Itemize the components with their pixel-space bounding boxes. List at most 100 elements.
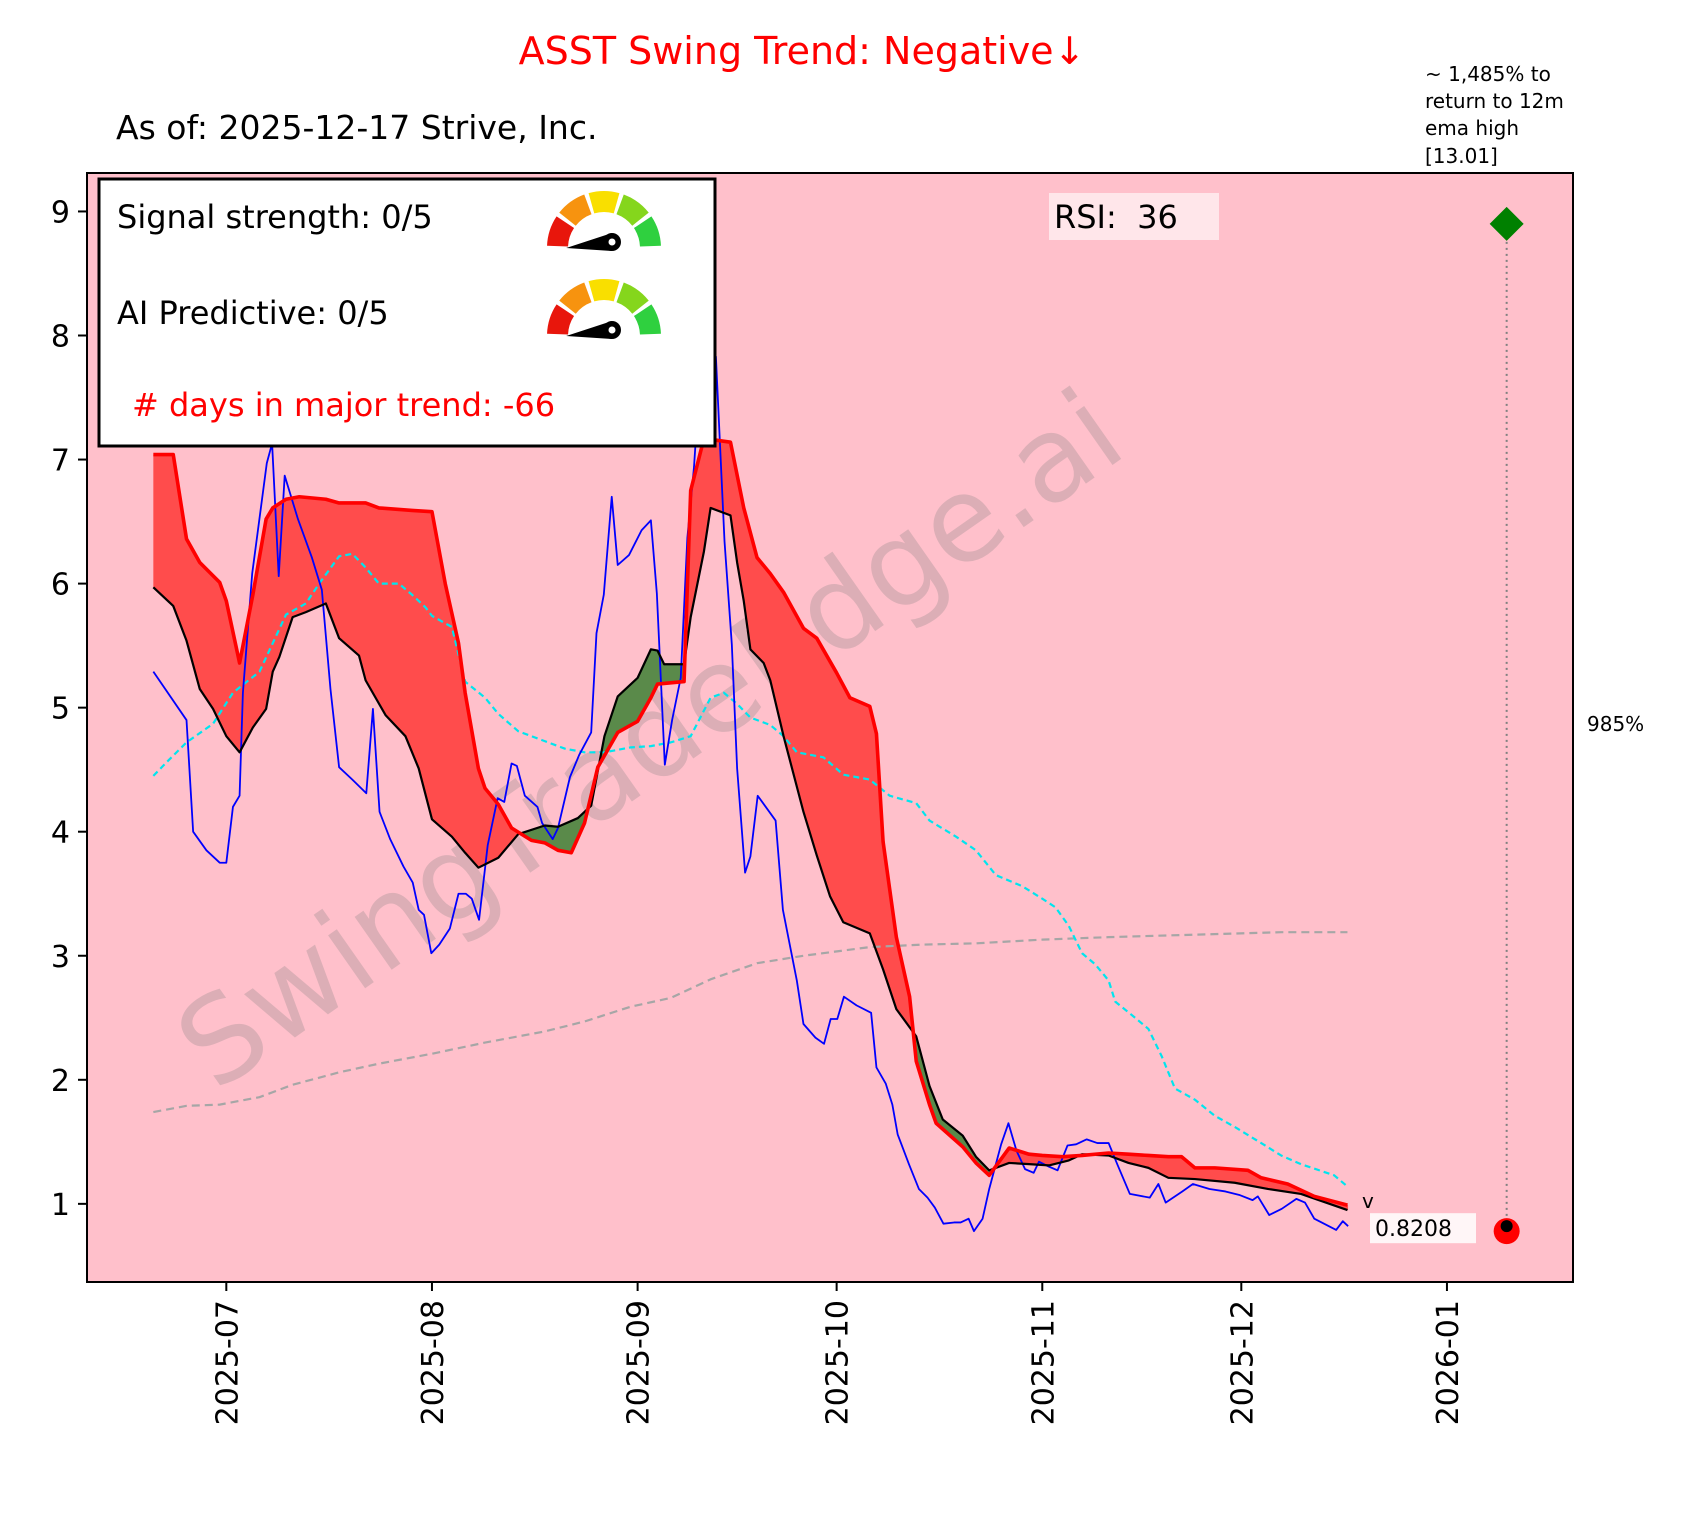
ema-slow-line — [153, 931, 1348, 1114]
gauge-segment — [616, 282, 649, 314]
bearish-fill-segment — [1261, 1177, 1266, 1189]
bearish-fill-segment — [173, 454, 178, 615]
bearish-fill-segment — [1048, 1155, 1053, 1166]
bearish-fill-segment — [1208, 1167, 1213, 1181]
bullish-fill-segment — [627, 684, 632, 727]
bullish-fill-segment — [640, 663, 645, 716]
bearish-fill-segment — [786, 598, 791, 762]
bearish-fill-segment — [418, 510, 423, 782]
bearish-fill-segment — [1211, 1167, 1216, 1181]
bearish-fill-segment — [750, 532, 755, 653]
bearish-fill-segment — [322, 498, 327, 605]
target-diamond-marker — [1489, 206, 1524, 241]
bearish-fill-segment — [362, 502, 367, 681]
bearish-fill-segment — [259, 538, 264, 719]
bearish-fill-segment — [272, 505, 277, 672]
bearish-fill-segment — [236, 647, 241, 753]
trend-fills — [153, 438, 1349, 1211]
bearish-fill-segment — [849, 697, 854, 927]
bearish-fill-segment — [478, 768, 483, 868]
bearish-fill-segment — [816, 638, 821, 866]
bearish-fill-segment — [445, 583, 450, 834]
gauge-hub-center — [608, 326, 616, 334]
bearish-fill-segment — [1128, 1154, 1133, 1164]
bearish-fill-segment — [843, 685, 848, 924]
y-axis: 1 2 3 4 5 6 7 8 9 — [51, 195, 87, 1223]
bullish-fill-segment — [564, 822, 569, 853]
bearish-fill-segment — [415, 510, 420, 769]
bearish-fill-segment — [226, 600, 231, 741]
bearish-fill-segment — [1264, 1178, 1269, 1189]
bearish-fill-segment — [295, 496, 300, 616]
bearish-fill-segment — [1178, 1156, 1183, 1179]
rsi-background — [1049, 193, 1219, 240]
bearish-fill-segment — [199, 562, 204, 695]
bearish-fill-segment — [800, 622, 805, 812]
annotation-text: ~ 1,485% to return to 12m ema high [13.0… — [1425, 62, 1564, 168]
x-tick-label: 2025-10 — [821, 1300, 856, 1425]
bearish-fill-segment — [488, 792, 493, 863]
bullish-fill-segment — [531, 828, 536, 842]
bearish-fill-segment — [863, 703, 868, 933]
bearish-fill-segment — [1218, 1168, 1223, 1182]
bullish-fill-segment — [617, 693, 622, 733]
gap-percent-label: 985% — [1587, 712, 1644, 736]
bearish-fill-segment — [252, 575, 257, 728]
bearish-fill-segment — [1247, 1170, 1252, 1186]
bearish-fill-segment — [1171, 1156, 1176, 1179]
bearish-fill-segment — [402, 509, 407, 737]
bearish-fill-segment — [302, 497, 307, 614]
bearish-fill-segment — [856, 700, 861, 930]
bearish-fill-segment — [435, 529, 440, 826]
bearish-fill-segment — [428, 511, 433, 820]
bearish-fill-segment — [156, 454, 161, 594]
bearish-fill-segment — [859, 702, 864, 931]
gauge-segment — [547, 304, 575, 335]
bearish-fill-segment — [833, 667, 838, 910]
bearish-fill-segment — [425, 511, 430, 807]
bearish-fill-segment — [1042, 1155, 1047, 1166]
bearish-fill-segment — [1045, 1155, 1050, 1166]
bearish-fill-segment — [471, 730, 476, 864]
rsi-label: RSI: 36 — [1054, 198, 1178, 236]
bearish-fill-segment — [448, 598, 453, 837]
bullish-fill-segment — [674, 664, 679, 683]
chart-title: ASST Swing Trend: Negative↓ — [519, 29, 1086, 73]
bearish-fill-segment — [723, 441, 728, 515]
bearish-fill-segment — [1234, 1169, 1239, 1184]
bearish-fill-segment — [458, 643, 463, 849]
bearish-fill-segment — [1009, 1148, 1014, 1164]
bearish-fill-segment — [813, 635, 818, 856]
bearish-fill-segment — [461, 667, 466, 853]
bearish-fill-segment — [498, 804, 503, 858]
bearish-fill-segment — [839, 679, 844, 923]
y-tick-label: 4 — [51, 816, 70, 851]
bearish-fill-segment — [803, 628, 808, 823]
bearish-fill-segment — [1241, 1169, 1246, 1185]
last-price-label-box — [1370, 1213, 1476, 1244]
annotation-line: [13.01] — [1425, 144, 1498, 168]
annotation-line: return to 12m — [1425, 89, 1564, 113]
bearish-fill-segment — [179, 496, 184, 632]
bullish-fill-segment — [637, 670, 642, 722]
x-tick-label: 2025-09 — [622, 1300, 657, 1425]
bearish-fill-segment — [408, 510, 413, 753]
bearish-fill-segment — [1198, 1167, 1203, 1180]
bearish-fill-segment — [826, 655, 831, 897]
bearish-fill-segment — [757, 557, 761, 660]
bullish-fill-segment — [922, 1061, 927, 1094]
chart-subtitle: As of: 2025-12-17 Strive, Inc. — [116, 108, 597, 147]
bearish-fill-segment — [266, 513, 271, 709]
gauge-needle — [566, 233, 612, 251]
bearish-fill-segment — [700, 438, 705, 568]
bearish-fill-segment — [222, 591, 227, 737]
bearish-fill-segment — [475, 749, 480, 868]
y-tick-label: 5 — [51, 692, 70, 727]
bearish-fill-segment — [256, 556, 261, 723]
bearish-fill-segment — [793, 610, 798, 787]
bearish-fill-segment — [1231, 1169, 1236, 1183]
bearish-fill-segment — [385, 508, 390, 719]
bearish-fill-segment — [1029, 1154, 1033, 1165]
bearish-fill-segment — [163, 454, 168, 600]
bearish-fill-segment — [823, 649, 828, 886]
